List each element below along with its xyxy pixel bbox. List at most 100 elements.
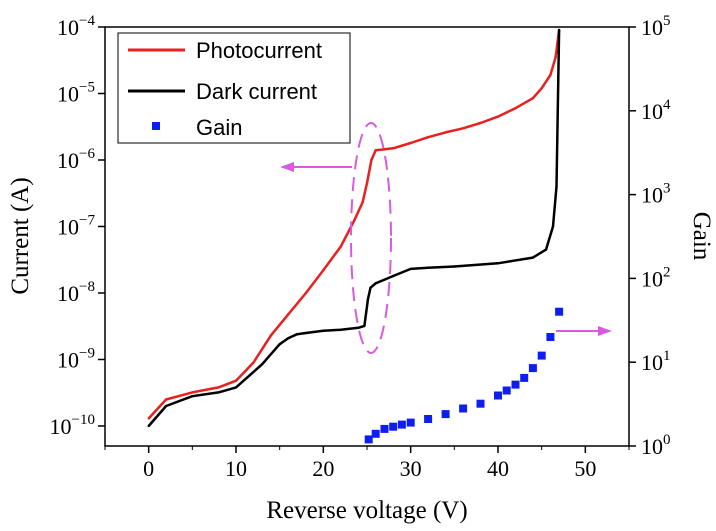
- legend-dark-current-label: Dark current: [196, 79, 317, 104]
- y-left-tick-label-base: 10: [57, 281, 79, 306]
- y-right-tick-label-exp: 1: [663, 348, 671, 364]
- legend-gain-label: Gain: [196, 115, 242, 140]
- dark-current-point: [234, 386, 238, 389]
- y-right-tick-label-exp: 3: [663, 181, 671, 197]
- dark-current-point: [544, 248, 548, 251]
- y-left-tick-label-exp: −4: [79, 13, 95, 29]
- photocurrent-point: [322, 269, 325, 272]
- y-left-tick-label-base: 10: [57, 15, 79, 40]
- y-right-tick-label-base: 10: [641, 183, 663, 208]
- gain-marker: [459, 404, 468, 413]
- photocurrent-point: [409, 141, 412, 145]
- photocurrent-point: [339, 245, 342, 248]
- gain-marker: [502, 386, 511, 395]
- dark-current-point: [555, 185, 558, 188]
- dark-current-point: [392, 274, 395, 278]
- dark-current-point: [531, 256, 535, 259]
- y-left-tick-label-exp: −10: [72, 412, 95, 428]
- y-right-tick-label-base: 10: [641, 434, 663, 459]
- photocurrent-point: [444, 131, 447, 134]
- gain-marker: [476, 399, 485, 408]
- y-left-tick-label-base: 10: [57, 148, 79, 173]
- dark-current-point: [426, 266, 430, 269]
- dark-current-point: [295, 333, 299, 336]
- photocurrent-point: [370, 158, 373, 162]
- y-right-tick-label-base: 10: [641, 99, 663, 124]
- photocurrent-point: [217, 386, 220, 389]
- x-ticks: 0 10 20 30 40 50: [104, 446, 630, 481]
- y-right-axis-title: Gain: [688, 212, 715, 261]
- photocurrent-point: [540, 87, 543, 90]
- photocurrent-point: [191, 391, 194, 394]
- dark-current-point: [339, 328, 342, 331]
- y-left-axis-title: Current (A): [7, 177, 34, 294]
- gain-marker: [537, 351, 546, 360]
- y-left-tick-label-exp: −5: [79, 79, 95, 95]
- photocurrent-point: [549, 73, 552, 77]
- y-right-tick-label-exp: 5: [663, 13, 671, 29]
- dark-current-point: [252, 370, 255, 374]
- y-left-tick-label: 10−8: [57, 279, 95, 306]
- y-right-tick-label-exp: 4: [663, 97, 671, 113]
- dashed-ellipse: [350, 122, 392, 354]
- y-left-tick-label: 10−4: [57, 13, 95, 40]
- dark-current-point: [313, 330, 316, 334]
- y-right-tick-label-base: 10: [641, 350, 663, 375]
- annotations: [280, 122, 612, 354]
- x-tick-label: 10: [225, 456, 247, 481]
- y-left-tick-label-base: 10: [57, 214, 79, 239]
- dark-current-point: [366, 298, 370, 301]
- x-axis-title: Reverse voltage (V): [266, 497, 467, 524]
- y-right-tick-label: 103: [641, 181, 671, 208]
- dark-current-point: [557, 28, 561, 32]
- x-tick-label: 20: [312, 456, 334, 481]
- photocurrent-point: [461, 127, 465, 130]
- dark-current-point: [322, 329, 325, 332]
- y-right-tick-label: 105: [641, 13, 671, 40]
- legend-photocurrent-label: Photocurrent: [196, 38, 322, 63]
- photocurrent-point: [304, 291, 308, 295]
- gain-marker: [511, 380, 520, 389]
- photocurrent-point: [361, 201, 364, 204]
- photocurrent-point: [496, 115, 500, 118]
- gain-marker: [380, 424, 389, 433]
- y-left-tick-label: 10−7: [57, 212, 95, 239]
- dark-current-point: [164, 404, 168, 408]
- photocurrent-point: [426, 136, 430, 139]
- dark-current-point: [304, 331, 308, 335]
- photocurrent-point: [164, 398, 168, 401]
- x-tick-label: 0: [143, 456, 154, 481]
- y-right-tick-label: 102: [641, 264, 671, 291]
- y-left-tick-label-exp: −6: [79, 146, 95, 162]
- y-left-tick-label: 10−10: [50, 412, 95, 439]
- y-left-tick-label: 10−5: [57, 79, 95, 106]
- photocurrent-point: [514, 107, 517, 110]
- y-left-tick-label-base: 10: [50, 414, 72, 439]
- photocurrent-point: [374, 149, 377, 152]
- photocurrent-point: [531, 97, 535, 100]
- dark-current-point: [357, 326, 360, 329]
- dark-current-point: [496, 262, 500, 265]
- y-right-tick-label: 101: [641, 348, 671, 375]
- dark-current-point: [191, 395, 194, 398]
- photocurrent-point: [352, 220, 356, 223]
- y-right-tick-label: 100: [641, 432, 671, 459]
- gain-marker: [494, 391, 502, 400]
- y-left-tick-label-base: 10: [57, 347, 79, 372]
- photocurrent-point: [147, 417, 150, 420]
- gain-marker: [389, 422, 398, 431]
- dark-current-point: [374, 282, 377, 285]
- dark-current-point: [551, 225, 555, 228]
- y-right-tick-label-exp: 2: [663, 264, 671, 280]
- dark-current-point: [217, 391, 220, 394]
- gain-marker: [424, 415, 433, 423]
- gain-marker: [406, 418, 415, 427]
- legend-gain-swatch: [152, 122, 160, 130]
- gain-marker: [520, 373, 529, 382]
- y-left-tick-label-exp: −7: [79, 212, 95, 228]
- y-left-tick-label-base: 10: [57, 81, 79, 106]
- dark-current-point: [409, 267, 412, 271]
